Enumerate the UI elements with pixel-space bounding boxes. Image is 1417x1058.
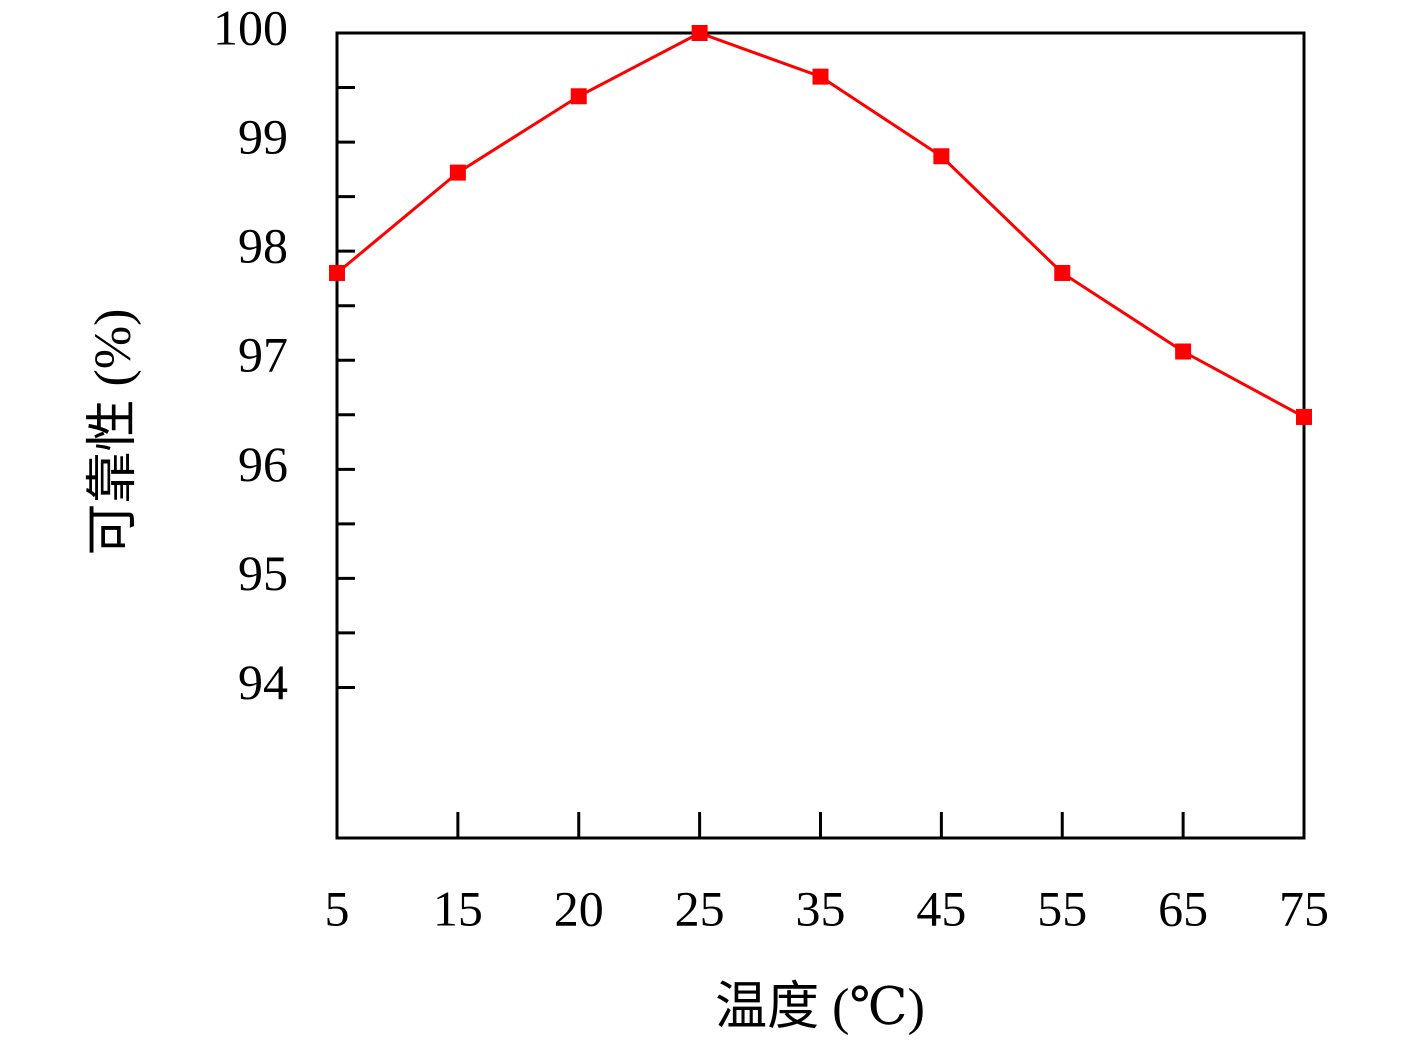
x-tick-label: 35: [796, 880, 846, 936]
plot-frame: [335, 31, 1306, 840]
marker: [1296, 408, 1312, 425]
x-tick-label: 65: [1158, 880, 1208, 936]
x-tick-label: 55: [1037, 880, 1087, 936]
marker: [691, 25, 708, 41]
y-tick-label: 97: [238, 327, 288, 383]
y-tick-label: 98: [238, 218, 288, 274]
marker: [933, 148, 950, 165]
x-tick-label: 25: [675, 880, 725, 936]
marker: [812, 68, 829, 85]
x-axis-title: 温度 (℃): [715, 979, 925, 1036]
y-axis-title: 可靠性 (%): [85, 309, 142, 556]
x-tick-label: 5: [325, 880, 350, 936]
y-tick-label: 96: [238, 436, 288, 492]
x-tick-label: 15: [433, 880, 483, 936]
marker: [449, 164, 466, 181]
marker: [570, 88, 587, 105]
marker: [1175, 343, 1192, 360]
line: [336, 31, 1305, 419]
x-tick-label: 75: [1279, 880, 1329, 936]
y-tick-label: 99: [238, 109, 288, 165]
y-tick-label: 94: [238, 654, 288, 710]
y-tick-label: 95: [238, 545, 288, 601]
x-tick-label: 20: [554, 880, 604, 936]
marker: [329, 264, 345, 281]
x-tick-label: 45: [916, 880, 966, 936]
y-tick-label: 100: [213, 0, 288, 55]
marker: [1054, 264, 1071, 281]
